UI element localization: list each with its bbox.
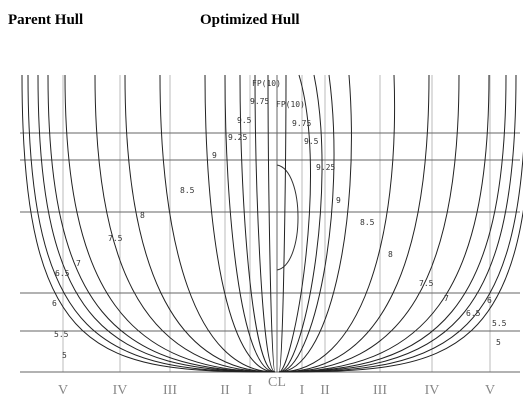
station-axis-label: II bbox=[220, 383, 230, 398]
parent-station-label: 9 bbox=[212, 151, 217, 160]
section-curves bbox=[22, 75, 523, 372]
optimized-station-label: 9.25 bbox=[316, 163, 335, 172]
optimized-section bbox=[279, 75, 523, 372]
station-axis-label: III bbox=[163, 383, 177, 398]
station-axis-label: I bbox=[300, 383, 305, 398]
station-axis-label: IV bbox=[425, 383, 440, 398]
parent-station-label: 6.5 bbox=[55, 269, 70, 278]
station-axis-label: I bbox=[248, 383, 253, 398]
parent-station-label: 6 bbox=[52, 299, 57, 308]
parent-section bbox=[125, 75, 275, 372]
optimized-station-label: 9.5 bbox=[304, 137, 319, 146]
parent-station-label: 5 bbox=[62, 351, 67, 360]
parent-station-label: FP(10) bbox=[252, 79, 281, 88]
station-axis-label: V bbox=[58, 383, 68, 398]
parent-station-label: 7.5 bbox=[108, 234, 123, 243]
parent-station-label: 7 bbox=[76, 259, 81, 268]
optimized-section bbox=[279, 75, 351, 372]
station-axis-label: CL bbox=[268, 375, 286, 390]
parent-station-label: 8 bbox=[140, 211, 145, 220]
body-plan: Parent Hull Optimized Hull FP(10) 9.75 9.5… bbox=[0, 0, 523, 406]
optimized-station-label: 7.5 bbox=[419, 279, 434, 288]
parent-station-label: 9.25 bbox=[228, 133, 247, 142]
optimized-section bbox=[279, 75, 516, 372]
optimized-station-label: 5.5 bbox=[492, 319, 507, 328]
parent-section bbox=[268, 75, 275, 372]
station-axis-label: III bbox=[373, 383, 387, 398]
station-axis-label: V bbox=[485, 383, 495, 398]
optimized-station-label: 6.5 bbox=[466, 309, 481, 318]
parent-station-label: 5.5 bbox=[54, 330, 69, 339]
optimized-station-label: FP(10) bbox=[276, 100, 305, 109]
optimized-station-label: 9 bbox=[336, 196, 341, 205]
optimized-station-label: 7 bbox=[444, 294, 449, 303]
station-axis-label: IV bbox=[113, 383, 128, 398]
optimized-section bbox=[279, 75, 523, 372]
optimized-station-label: 8.5 bbox=[360, 218, 375, 227]
parent-title: Parent Hull bbox=[8, 12, 83, 28]
optimized-station-label: 8 bbox=[388, 250, 393, 259]
parent-station-label: 9.5 bbox=[237, 116, 252, 125]
parent-station-label: 9.75 bbox=[250, 97, 269, 106]
optimized-station-label: 5 bbox=[496, 338, 501, 347]
optimized-section bbox=[279, 75, 286, 372]
optimized-title: Optimized Hull bbox=[200, 12, 300, 28]
optimized-station-label: 9.75 bbox=[292, 119, 311, 128]
bulb bbox=[277, 165, 298, 270]
optimized-section bbox=[279, 75, 506, 372]
optimized-station-label: 6 bbox=[487, 296, 492, 305]
parent-station-label: 8.5 bbox=[180, 186, 195, 195]
station-axis-label: II bbox=[320, 383, 330, 398]
